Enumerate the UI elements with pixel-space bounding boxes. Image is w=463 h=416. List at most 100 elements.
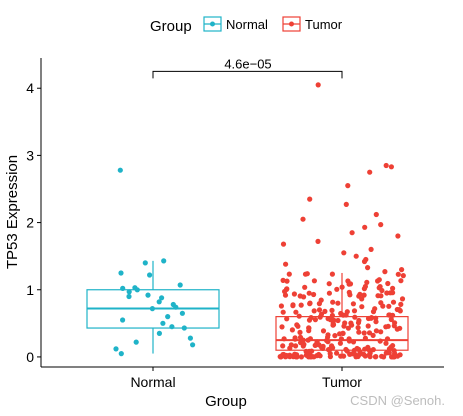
tumor-point <box>347 292 353 298</box>
x-axis-ticks: Normal Tumor <box>130 367 362 390</box>
tumor-point <box>356 351 362 358</box>
tumor-point <box>311 308 317 314</box>
tumor-point <box>297 293 303 299</box>
significance-bracket <box>152 70 343 79</box>
legend: Group Normal Tumor <box>150 16 343 35</box>
tumor-point <box>316 301 322 307</box>
normal-point <box>126 293 132 300</box>
tumor-point <box>382 269 388 275</box>
tumor-point <box>397 308 403 314</box>
tumor-point <box>280 343 286 349</box>
tumor-point <box>334 286 340 292</box>
tumor-point <box>345 183 351 189</box>
tumor-point <box>307 196 313 202</box>
normal-point <box>165 314 171 320</box>
y-axis-title: TP53 Expression <box>4 155 21 269</box>
tumor-point <box>298 354 304 360</box>
tumor-point <box>332 333 338 339</box>
tumor-point <box>359 296 365 302</box>
tumor-point <box>294 322 300 328</box>
chart-marks <box>86 82 409 357</box>
normal-point <box>120 317 126 323</box>
tumor-point <box>386 303 392 309</box>
tumor-point <box>298 302 304 308</box>
normal-point <box>156 299 162 305</box>
tumor-point <box>322 308 328 314</box>
tumor-point <box>364 279 370 285</box>
tumor-point <box>280 241 287 247</box>
normal-point <box>145 292 151 298</box>
tumor-point <box>283 286 290 292</box>
tumor-point <box>373 354 379 360</box>
normal-point <box>126 289 132 295</box>
tumor-point <box>309 348 315 354</box>
tumor-point <box>290 302 296 308</box>
tumor-point <box>315 238 321 244</box>
tumor-point <box>378 222 384 228</box>
tumor-point <box>367 169 373 175</box>
tumor-point <box>388 164 394 170</box>
normal-point <box>173 304 179 310</box>
tumor-point <box>306 328 312 334</box>
normal-point <box>190 342 196 348</box>
tumor-point <box>378 329 384 335</box>
normal-point <box>133 339 139 345</box>
tumor-point <box>280 277 286 283</box>
tumor-point <box>388 316 394 323</box>
tumor-point <box>361 286 367 292</box>
tumor-point <box>390 343 396 349</box>
tumor-point <box>311 291 317 298</box>
normal-point <box>147 272 153 278</box>
tumor-point <box>335 317 341 324</box>
normal-point <box>156 330 162 336</box>
tumor-point <box>386 350 392 356</box>
tumor-point <box>327 350 333 357</box>
tumor-point <box>320 343 326 349</box>
tumor-point <box>337 331 343 337</box>
tumor-point <box>286 271 292 277</box>
tumor-point <box>316 307 323 313</box>
tumor-point <box>356 346 362 352</box>
tumor-point <box>284 352 290 359</box>
normal-point <box>181 325 187 331</box>
normal-point <box>177 282 183 288</box>
p-value-label: 4.6e−05 <box>224 56 271 71</box>
tumor-point <box>361 330 367 336</box>
tumor-point <box>300 216 306 222</box>
tumor-point <box>384 290 390 296</box>
tumor-point <box>370 309 377 315</box>
normal-point <box>118 351 124 357</box>
tumor-point <box>278 303 284 309</box>
tumor-point <box>300 343 306 349</box>
tumor-point <box>350 301 356 307</box>
tumor-point <box>330 322 336 328</box>
tumor-point <box>373 328 379 334</box>
legend-key-tumor <box>282 16 301 32</box>
tumor-point <box>312 317 318 323</box>
tumor-point <box>357 291 363 297</box>
normal-point <box>187 335 193 341</box>
tumor-point <box>399 296 406 302</box>
box-normal <box>86 167 220 357</box>
tumor-point <box>305 350 311 356</box>
tumor-point <box>383 340 389 346</box>
tumor-point <box>291 291 297 297</box>
tumor-point <box>366 346 372 353</box>
tumor-point <box>311 278 317 284</box>
tumor-point <box>349 230 355 236</box>
tumor-point <box>359 304 365 310</box>
tumor-point <box>385 280 391 287</box>
x-tick-label: Normal <box>130 374 175 390</box>
tumor-point <box>280 309 286 315</box>
y-tick-label: 3 <box>26 147 34 163</box>
tumor-point <box>326 281 332 287</box>
watermark: CSDN @Senoh. <box>350 393 445 408</box>
tumor-point <box>370 347 376 353</box>
tumor-point <box>345 325 351 331</box>
tumor-point <box>398 301 404 307</box>
tumor-point <box>380 303 386 309</box>
tumor-point <box>342 320 348 326</box>
normal-point <box>160 320 166 326</box>
tumor-point <box>306 317 313 323</box>
tumor-point <box>395 233 401 239</box>
